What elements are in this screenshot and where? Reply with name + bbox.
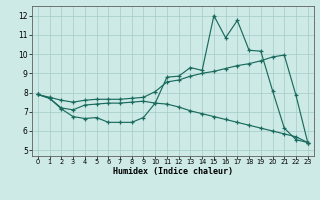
X-axis label: Humidex (Indice chaleur): Humidex (Indice chaleur) (113, 167, 233, 176)
